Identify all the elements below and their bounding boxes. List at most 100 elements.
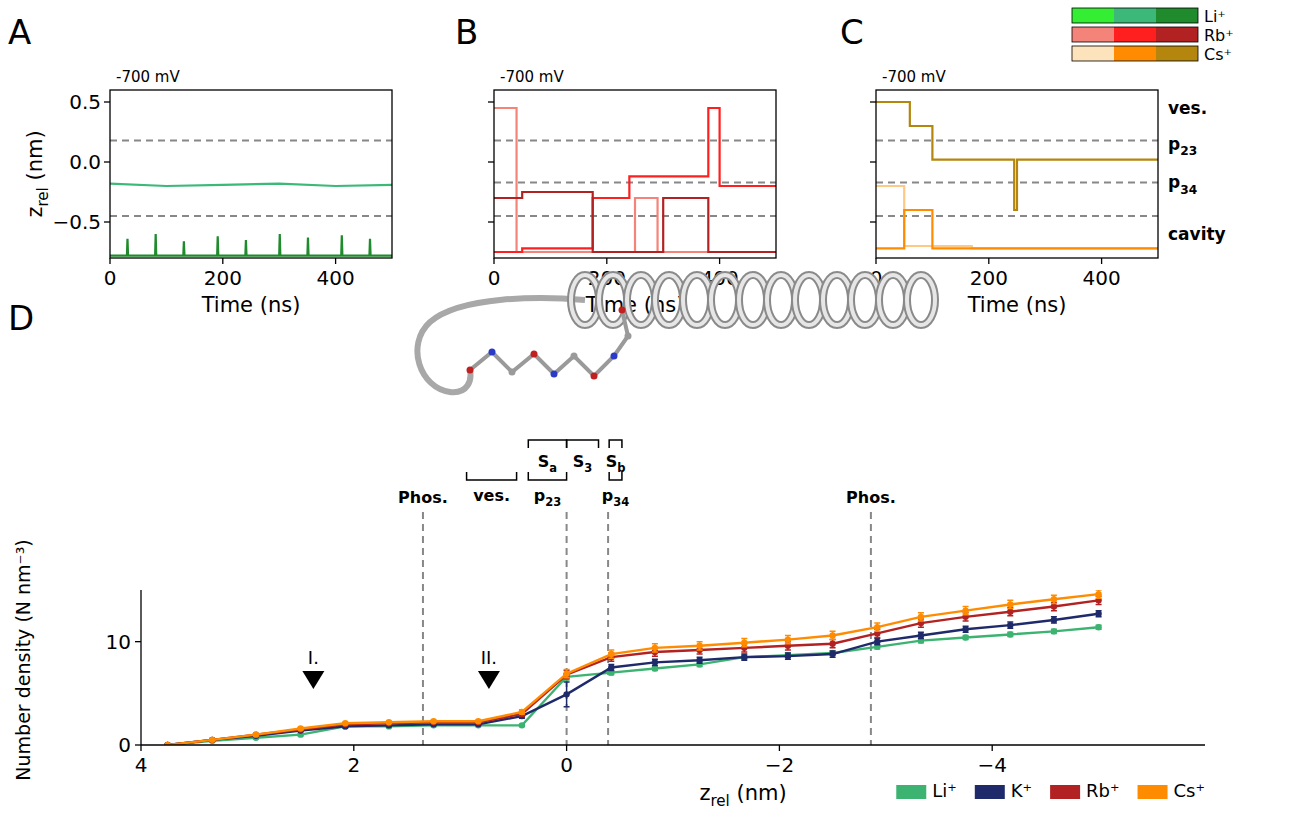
panel-letter: A [8, 12, 31, 52]
bracket [528, 440, 566, 448]
text-part: S [573, 452, 585, 471]
helix-turn [739, 275, 767, 325]
atom [611, 353, 618, 360]
marker [209, 737, 215, 743]
legend-label: Rb⁺ [1204, 26, 1234, 45]
marker [785, 636, 791, 642]
marker [696, 643, 702, 649]
bracket-label: S3 [573, 452, 593, 475]
loop [417, 298, 585, 392]
legend-swatch [1156, 27, 1198, 42]
atom [531, 351, 538, 358]
marker [652, 659, 658, 665]
marker [1095, 624, 1101, 630]
tick-label: 200 [970, 266, 1008, 290]
reference-line [110, 139, 392, 141]
marker [652, 665, 658, 671]
tick-label: 10 [106, 630, 131, 654]
legend-label: Li⁺ [932, 780, 957, 801]
helix-turn [767, 275, 795, 325]
reference-line [607, 512, 609, 745]
helix-turn [823, 275, 851, 325]
marker [209, 737, 215, 743]
tick [870, 101, 876, 102]
marker [519, 709, 525, 715]
bracket-label: ves. [473, 486, 510, 505]
helix-turn [683, 275, 711, 325]
marker [962, 634, 968, 640]
panel: 0200400−0.50.00.5-700 mVTime (ns)zrel (n… [8, 12, 392, 317]
legend-label: K⁺ [1011, 780, 1032, 801]
helix-turn [571, 275, 599, 325]
tick [875, 258, 876, 264]
atom [489, 349, 496, 356]
legend-label: Li⁺ [1204, 7, 1226, 26]
marker [652, 645, 658, 651]
legend-swatch [1114, 46, 1156, 61]
trace [494, 192, 776, 252]
trace [494, 108, 776, 252]
tick [488, 161, 494, 162]
atom [509, 369, 516, 376]
legend: Li⁺Rb⁺Cs⁺ [1072, 7, 1234, 64]
tick-label: 400 [317, 266, 355, 290]
text-part: p [1168, 172, 1180, 192]
protein-structure [417, 275, 935, 392]
legend-swatch [896, 785, 926, 799]
marker [829, 632, 835, 638]
tick [135, 641, 141, 642]
tick-label: 4 [135, 753, 148, 777]
helix-turn [655, 275, 683, 325]
atom [619, 307, 626, 314]
helix-turn [711, 275, 739, 325]
tick [1101, 258, 1102, 264]
legend-swatch [1114, 8, 1156, 23]
legend-label: Cs⁺ [1174, 780, 1205, 801]
plot-area [164, 590, 1101, 745]
marker [962, 607, 968, 613]
reference-line [110, 215, 392, 217]
reference-line [876, 139, 1158, 141]
subscript: 3 [584, 461, 592, 475]
marker [1007, 609, 1013, 615]
tick-label: 0 [560, 753, 573, 777]
legend-swatch [1156, 8, 1198, 23]
error-bar [1051, 617, 1057, 623]
legend-swatch [1114, 27, 1156, 42]
error-bar [652, 659, 658, 665]
helix-turn [739, 275, 767, 325]
axis-title: Number density (N nm⁻³) [12, 539, 34, 780]
frame [110, 90, 392, 258]
panel: DSaS3Sbves.p23p34Phos.Phos.420−2−4010Num… [8, 275, 1205, 810]
tick-label: −0.5 [52, 210, 101, 234]
frame [876, 90, 1158, 258]
y-axis [140, 590, 141, 745]
tick [488, 221, 494, 222]
marker [829, 651, 835, 657]
legend-swatch [1050, 785, 1080, 799]
bracket-label: Sa [538, 452, 557, 475]
error-bar [564, 670, 570, 678]
tick [104, 161, 110, 162]
marker [608, 651, 614, 657]
tick [104, 221, 110, 222]
marker [918, 632, 924, 638]
region-label: p34 [1168, 172, 1197, 196]
marker [1051, 596, 1057, 602]
marker [829, 641, 835, 647]
axis-title: zrel (nm) [23, 130, 52, 217]
annotation-arrow [478, 671, 500, 689]
subscript: 23 [545, 495, 561, 509]
tick-label: 0 [118, 733, 131, 757]
tick [566, 745, 567, 751]
atom [467, 367, 474, 374]
annotation: I. [308, 647, 319, 668]
marker [1051, 617, 1057, 623]
bracket [609, 472, 622, 480]
region-label: cavity [1168, 224, 1226, 244]
error-bar [1096, 611, 1102, 617]
marker [253, 731, 259, 737]
marker [475, 718, 481, 724]
marker [386, 719, 392, 725]
tick [104, 101, 110, 102]
